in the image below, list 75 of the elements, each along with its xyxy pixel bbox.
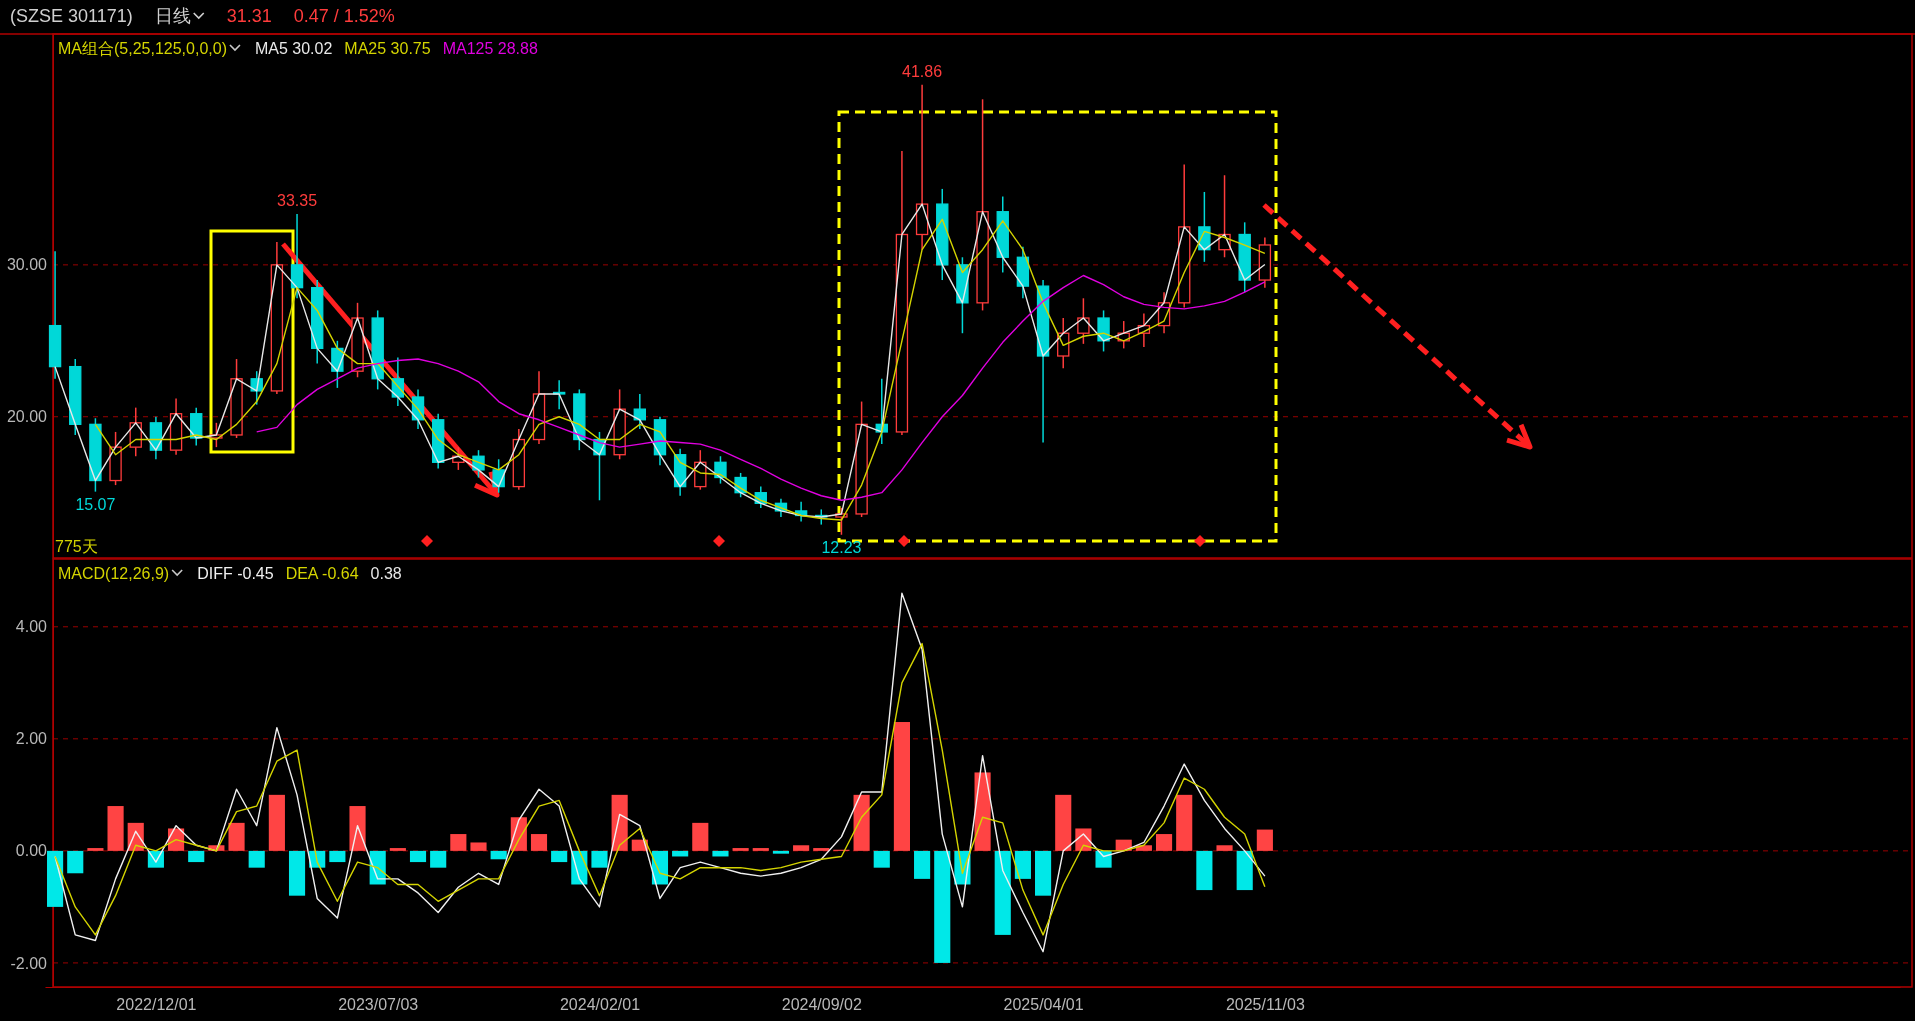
x-tick-label: 2025/04/01: [1003, 996, 1084, 1014]
bar: [853, 794, 870, 851]
text: 0.47 / 1.52%: [293, 6, 395, 26]
bar: [1236, 850, 1253, 891]
bar: [813, 848, 830, 851]
y-tick-label: 0.00: [15, 842, 48, 860]
bar: [490, 850, 507, 860]
bar: [349, 806, 366, 851]
bar: [1196, 850, 1213, 891]
bar: [450, 834, 467, 851]
text: MA25 30.75: [344, 40, 431, 57]
y-tick-label: -2.00: [10, 954, 48, 972]
y-tick-label: 30.00: [6, 256, 48, 274]
bar: [409, 850, 427, 863]
bar: [994, 850, 1011, 935]
annotation: 775天: [55, 538, 98, 555]
bar: [430, 850, 447, 868]
bar: [470, 842, 487, 851]
bar: [1035, 850, 1052, 896]
bar: [1216, 845, 1233, 851]
annotation: 0.38: [370, 565, 402, 582]
annotation: 41.86: [902, 62, 943, 80]
legend-title: MA组合(5,25,125,0,0,0): [58, 40, 227, 57]
bar: [107, 806, 124, 851]
bar: [47, 850, 64, 907]
text: MA125 28.88: [442, 40, 538, 57]
bar: [268, 794, 285, 851]
bar: [1055, 794, 1072, 851]
bar: [793, 845, 810, 851]
text: 日线: [154, 6, 191, 26]
bar: [752, 848, 769, 851]
line-series: [54, 592, 1266, 953]
text: MA5 30.02: [254, 40, 333, 57]
bar: [873, 850, 890, 868]
bar: [228, 822, 245, 851]
bar: [893, 722, 910, 851]
y-tick-label: 2.00: [15, 730, 48, 748]
bar: [934, 850, 951, 963]
bar: [1256, 829, 1273, 851]
bar: [692, 822, 709, 851]
bar: [87, 848, 104, 851]
candlestick: [1077, 297, 1090, 345]
y-tick-label: 4.00: [15, 618, 48, 636]
bar: [551, 850, 568, 863]
y-tick-label: 20.00: [6, 408, 48, 426]
bar: [288, 850, 306, 896]
bar: [732, 848, 749, 851]
bar: [188, 850, 205, 863]
candlestick: [290, 213, 304, 300]
bar: [772, 850, 790, 854]
legend-title: MACD(12,26,9): [58, 565, 170, 582]
bar: [530, 834, 548, 851]
x-tick-label: 2023/07/03: [338, 996, 419, 1014]
text: 31.31: [226, 6, 272, 26]
x-tick-label: 2024/02/01: [559, 996, 641, 1014]
bar: [329, 850, 346, 863]
bar: [1176, 794, 1193, 851]
bar: [67, 850, 84, 874]
bar: [1014, 850, 1031, 879]
bar: [712, 850, 729, 857]
text: DEA -0.64: [285, 565, 359, 582]
bar: [591, 850, 608, 868]
x-tick-label: 2024/09/02: [781, 996, 862, 1014]
bar: [389, 848, 406, 851]
annotation: 15.07: [75, 495, 116, 513]
bar: [248, 850, 265, 868]
annotation: 12.23: [821, 538, 862, 556]
text: DIFF -0.45: [197, 565, 274, 582]
x-tick-label: 2025/11/03: [1225, 996, 1305, 1014]
line-series: [54, 642, 1266, 936]
bar: [1155, 834, 1173, 851]
x-tick-label: 2022/12/01: [116, 996, 197, 1014]
text: (SZSE 301171): [10, 6, 133, 26]
annotation: 33.35: [277, 191, 318, 209]
bar: [914, 850, 931, 879]
